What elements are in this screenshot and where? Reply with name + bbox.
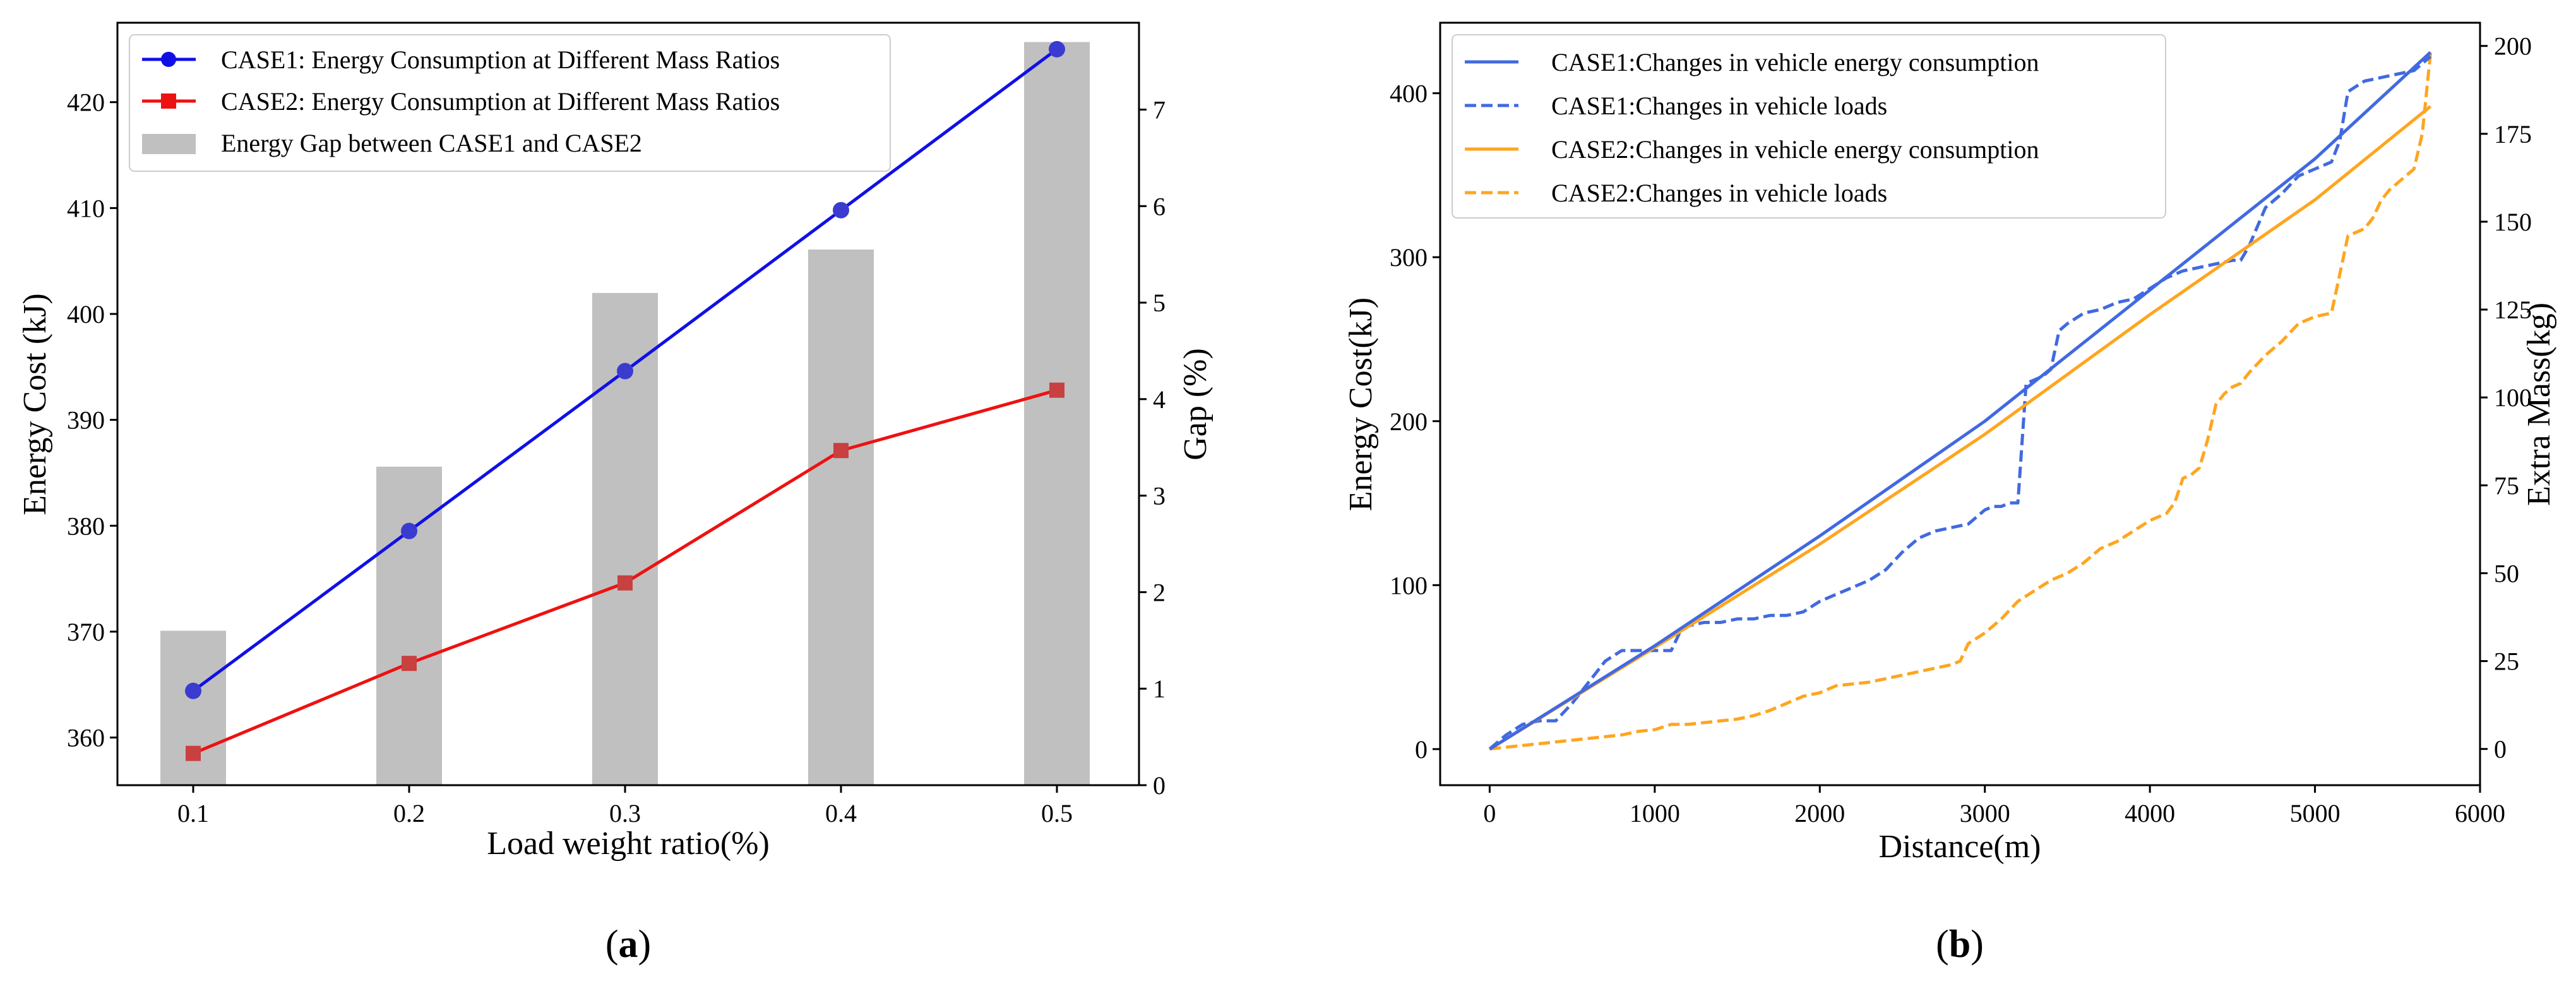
plot-frame-a <box>116 21 1140 786</box>
y2-tick-label: 125 <box>2494 296 2532 324</box>
y-tick-label: 200 <box>1390 407 1428 436</box>
gap-bar <box>1024 42 1090 785</box>
x-tick-label: 0.3 <box>609 799 641 828</box>
x-axis-ticks-b: 0 1000 2000 3000 4000 5000 6000 <box>1483 785 2505 828</box>
y-axis-ticks-b: 0 100 200 300 400 <box>1390 80 1440 764</box>
chart-panel-a: 0.1 0.2 0.3 0.4 0.5 360 370 380 390 400 410 420 0 1… <box>17 21 1213 966</box>
y2-tick-label: 2 <box>1153 578 1166 606</box>
y-tick-label: 400 <box>67 300 105 328</box>
data-point-case1 <box>833 202 849 219</box>
gap-bar <box>808 250 874 785</box>
legend-label-gap: Energy Gap between CASE1 and CASE2 <box>221 129 642 157</box>
y-tick-label: 360 <box>67 724 105 752</box>
series-line-case1-energy <box>1489 51 2432 751</box>
y-tick-label: 380 <box>67 512 105 540</box>
x-axis-label-a: Load weight ratio(%) <box>487 826 770 862</box>
legend-marker-case1 <box>161 52 176 67</box>
plot-frame-b <box>1439 21 2481 786</box>
legend-a: CASE1: Energy Consumption at Different M… <box>129 34 891 172</box>
legend-label-case1-loads: CASE1:Changes in vehicle loads <box>1551 92 1887 120</box>
y2-tick-label: 0 <box>2494 735 2507 764</box>
caption-b: (b) <box>1936 923 1984 966</box>
legend-label-case1: CASE1: Energy Consumption at Different M… <box>221 45 780 74</box>
y2-tick-label: 25 <box>2494 647 2519 676</box>
data-point-case2 <box>617 575 633 591</box>
data-point-case1 <box>401 522 417 539</box>
x-tick-label: 1000 <box>1630 799 1680 828</box>
y-tick-label: 410 <box>67 194 105 222</box>
y-tick-label: 100 <box>1390 571 1428 599</box>
y-tick-label: 400 <box>1390 80 1428 108</box>
x-axis-ticks-a: 0.1 0.2 0.3 0.4 0.5 <box>177 785 1073 828</box>
y2-tick-label: 6 <box>1153 192 1166 220</box>
x-tick-label: 0.4 <box>825 799 857 828</box>
series-line-case1-loads <box>1488 55 2432 750</box>
y-axis-label-a: Energy Cost (kJ) <box>17 293 53 515</box>
legend-b: CASE1:Changes in vehicle energy consumpt… <box>1452 34 2166 219</box>
series-line-case2-loads <box>1489 52 2433 751</box>
x-tick-label: 4000 <box>2125 799 2175 828</box>
legend-box-b <box>1452 34 2166 219</box>
x-tick-label: 0.2 <box>393 799 425 828</box>
x-tick-label: 2000 <box>1794 799 1845 828</box>
y2-tick-label: 7 <box>1153 96 1166 124</box>
data-point-case2 <box>833 443 849 459</box>
y-tick-label: 390 <box>67 406 105 435</box>
y2-tick-label: 5 <box>1153 289 1166 317</box>
y-axis-ticks-a: 360 370 380 390 400 410 420 <box>67 88 117 752</box>
legend-label-case2-energy: CASE2:Changes in vehicle energy consumpt… <box>1551 135 2039 164</box>
chart-panel-b: 0 1000 2000 3000 4000 5000 6000 0100200300400 … <box>1343 21 2557 966</box>
caption-a: (a) <box>605 923 651 966</box>
gap-bar <box>160 630 226 785</box>
y-tick-label: 370 <box>67 618 105 646</box>
y2-tick-label: 75 <box>2494 471 2519 500</box>
energy-markers <box>185 40 1065 761</box>
data-point-case2 <box>1049 382 1064 398</box>
y2-axis-label-a: Gap (%) <box>1178 348 1213 460</box>
y2-tick-label: 175 <box>2494 120 2532 148</box>
legend-swatch-gap <box>142 134 196 154</box>
y-tick-label: 300 <box>1390 243 1428 272</box>
data-point-case1 <box>185 682 201 699</box>
legend-box-a <box>129 34 891 172</box>
x-tick-label: 0.1 <box>177 799 209 828</box>
legend-label-case1-energy: CASE1:Changes in vehicle energy consumpt… <box>1551 48 2039 76</box>
y2-tick-label: 1 <box>1153 675 1166 703</box>
y-axis-label-b: Energy Cost(kJ) <box>1343 298 1379 511</box>
x-tick-label: 5000 <box>2290 799 2340 828</box>
y2-tick-label: 0 <box>1153 771 1166 800</box>
legend-label-case2-loads: CASE2:Changes in vehicle loads <box>1551 179 1887 207</box>
y-tick-label: 0 <box>1415 735 1428 764</box>
data-point-case1 <box>1049 40 1065 57</box>
x-tick-label: 0.5 <box>1041 799 1073 828</box>
legend-marker-case2 <box>161 93 176 109</box>
data-point-case2 <box>186 745 201 761</box>
y2-tick-label: 50 <box>2494 559 2519 587</box>
data-point-case1 <box>617 363 633 380</box>
x-axis-label-b: Distance(m) <box>1878 829 2041 865</box>
y2-tick-label: 150 <box>2494 208 2532 236</box>
y2-tick-label: 100 <box>2494 383 2532 412</box>
y2-tick-label: 3 <box>1153 482 1166 510</box>
legend-label-case2: CASE2: Energy Consumption at Different M… <box>221 87 780 116</box>
gap-bars <box>160 42 1090 785</box>
data-point-case2 <box>402 656 417 671</box>
distance-lines <box>1488 51 2433 751</box>
y2-axis-ticks-b: 0 25 50 75 100 125 150 175 200 <box>2480 32 2532 764</box>
y-tick-label: 420 <box>67 88 105 117</box>
gap-bar <box>376 466 442 785</box>
y2-axis-ticks-a: 0 1 2 3 4 5 6 7 <box>1139 96 1166 800</box>
y2-axis-label-b: Extra Mass(kg) <box>2521 303 2557 506</box>
y2-tick-label: 200 <box>2494 32 2532 61</box>
x-tick-label: 0 <box>1483 799 1496 828</box>
x-tick-label: 3000 <box>1960 799 2010 828</box>
y2-tick-label: 4 <box>1153 385 1166 414</box>
x-tick-label: 6000 <box>2455 799 2505 828</box>
